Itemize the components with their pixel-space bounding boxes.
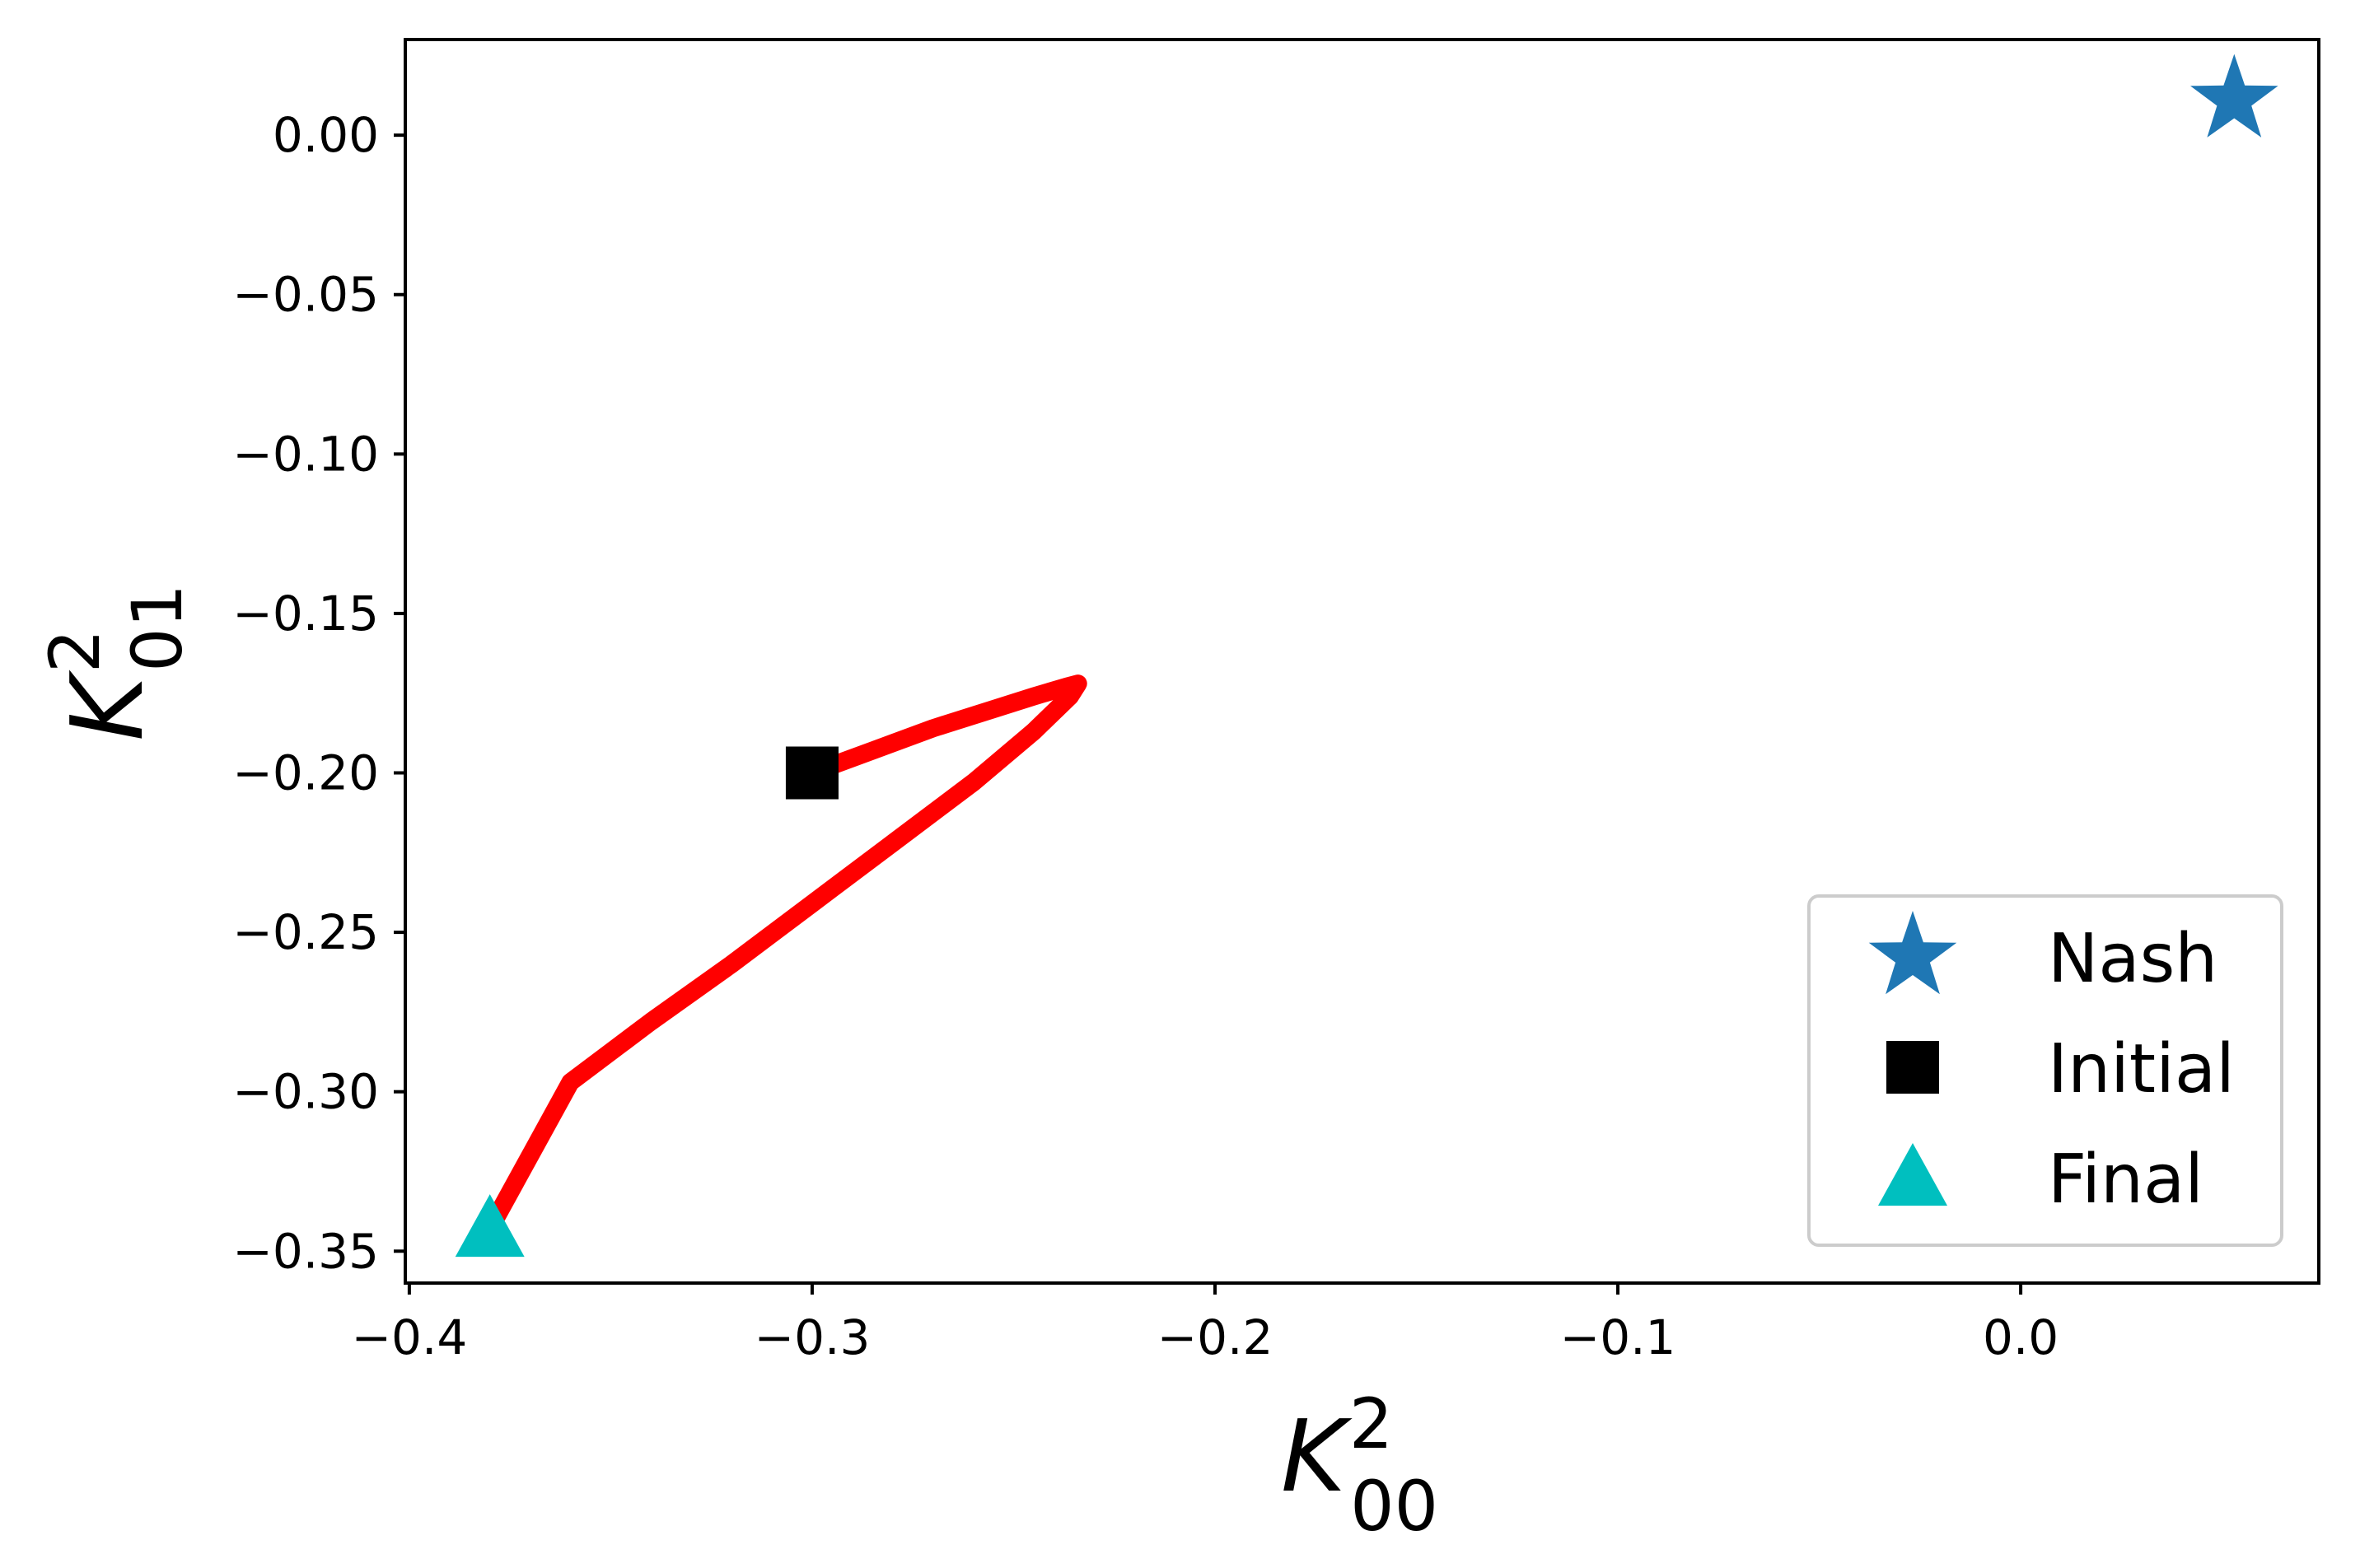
legend-label-initial: Initial [2048,1030,2235,1108]
y-tick-label: −0.15 [232,586,379,642]
x-tick-label: −0.4 [351,1309,467,1365]
legend-label-nash: Nash [2048,920,2217,998]
y-tick-label: −0.20 [232,745,379,801]
legend-items: Nash Initial Final [1868,911,2235,1219]
marker-nash [2190,54,2278,138]
y-tick-label: 0.00 [273,107,379,163]
x-tick-label: −0.1 [1560,1309,1676,1365]
y-axis-label-sub: 01 [117,584,198,672]
x-axis-label: K2 00 [1281,1384,1438,1547]
legend-symbol-final [1878,1143,1947,1206]
marker-final [455,1194,525,1258]
y-axis-label-sup: 2 [35,629,115,673]
marker-initial [785,746,839,800]
x-axis-label-base: K [1281,1400,1353,1514]
trajectory-line [482,674,1087,1234]
y-tick-label: −0.05 [232,267,379,323]
legend-symbol-nash [1868,911,1957,995]
y-tick-label: −0.30 [232,1064,379,1120]
y-axis-label-base: K [51,670,166,741]
markers-layer [455,54,2278,1258]
y-axis-ticks: 0.00 −0.05 −0.10 −0.15 −0.20 −0.25 −0.30 −0.35 [232,107,405,1279]
y-tick-label: −0.35 [232,1223,379,1279]
x-axis-label-sub: 00 [1350,1466,1438,1547]
x-axis-ticks: −0.4 −0.3 −0.2 −0.1 0.0 [351,1283,2059,1365]
x-tick-label: −0.3 [755,1309,871,1365]
y-axis-label: K201 [35,584,198,741]
legend-label-final: Final [2048,1141,2203,1219]
x-axis-label-sup: 2 [1349,1384,1393,1464]
x-tick-label: 0.0 [1983,1309,2059,1365]
trajectory-layer [482,674,1087,1234]
x-tick-label: −0.2 [1157,1309,1273,1365]
plot-frame [404,38,2320,1285]
legend: Nash Initial Final [1807,894,2283,1247]
y-tick-label: −0.25 [232,904,379,960]
legend-symbol-initial [1886,1041,1939,1094]
y-tick-label: −0.10 [232,426,379,482]
